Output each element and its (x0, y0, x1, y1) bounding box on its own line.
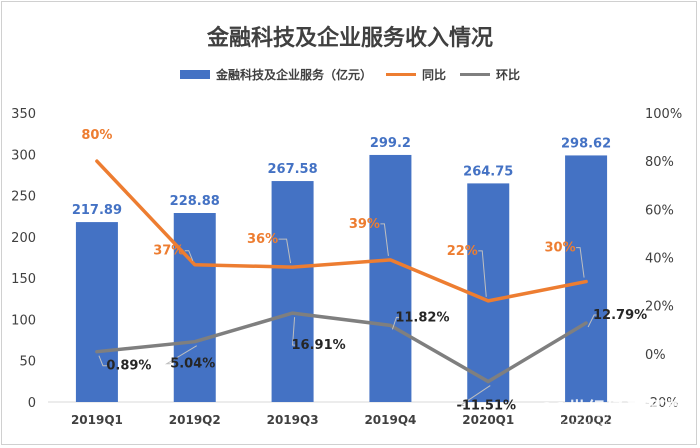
qoq-line (95, 311, 588, 384)
y-left-tick-label: 350 (11, 107, 36, 122)
qoq-leader-line (391, 316, 401, 330)
y-left-tick-label: 250 (11, 190, 36, 205)
bar (75, 222, 118, 402)
x-tick-label: 2019Q3 (267, 413, 319, 427)
bar-value-label: 217.89 (72, 203, 122, 218)
legend-swatch-revenue (179, 70, 210, 79)
y-right-tick-label: 0% (645, 348, 666, 363)
qoq-leader-line (458, 385, 491, 407)
y-right-tick-label: 60% (645, 203, 674, 218)
y-left-tick-label: 200 (11, 231, 36, 246)
legend-swatch-yoy (385, 73, 416, 76)
yoy-leader-line (278, 238, 292, 264)
bar (369, 154, 412, 402)
yoy-value-label: 37% (153, 244, 184, 259)
chart-legend: 金融科技及企业服务（亿元） 同比 环比 (0, 66, 700, 83)
qoq-leader-line (164, 345, 198, 365)
x-tick-label: 2019Q4 (364, 413, 416, 427)
bar-value-label: 299.2 (370, 136, 411, 151)
yoy-value-label: 39% (349, 217, 380, 232)
qoq-leader-line (292, 317, 297, 346)
y-left-tick-label: 50 (19, 355, 36, 370)
y-left-tick-label: 0 (28, 396, 36, 411)
legend-label-revenue: 金融科技及企业服务（亿元） (215, 68, 372, 82)
y-right-tick-label: 80% (645, 155, 674, 170)
bar-value-label: 298.62 (561, 136, 611, 151)
qoq-value-label: 12.79% (593, 308, 647, 323)
qoq-value-label: 11.82% (395, 310, 449, 325)
bar (565, 155, 608, 402)
x-tick-label: 2020Q1 (462, 413, 514, 427)
bar (173, 213, 216, 402)
legend-label-qoq: 环比 (496, 68, 521, 82)
x-tick-label: 2019Q2 (169, 413, 221, 427)
watermark: 21世纪经济报道 21ST CENTURY BUSINESS HERALD (531, 395, 682, 430)
yoy-leader-line (380, 223, 389, 256)
watermark-subtext: 21ST CENTURY BUSINESS HERALD (530, 421, 682, 430)
y-right-tick-label: 40% (645, 252, 674, 267)
y-left-tick-label: 100 (11, 313, 36, 328)
yoy-leader-line (184, 250, 194, 261)
qoq-value-label: 0.89% (106, 359, 151, 374)
bar-value-label: 264.75 (463, 164, 513, 179)
bar-value-label: 228.88 (170, 194, 220, 209)
qoq-leader-line (98, 355, 107, 367)
y-left-tick-label: 300 (11, 148, 36, 163)
legend-label-yoy: 同比 (421, 68, 446, 82)
watermark-text: 21世纪经济报道 (540, 399, 682, 420)
y-right-tick-label: -20% (645, 396, 679, 411)
yoy-value-label: 80% (81, 128, 112, 143)
yoy-value-label: 30% (545, 241, 576, 256)
legend-item-revenue: 金融科技及企业服务（亿元） (179, 66, 372, 83)
legend-swatch-qoq (460, 73, 490, 76)
yoy-value-label: 22% (447, 244, 478, 259)
bar (467, 183, 510, 402)
yoy-leader-line (478, 250, 487, 297)
qoq-leader-line (587, 314, 599, 328)
qoq-value-label: -11.51% (456, 399, 516, 414)
yoy-line (95, 159, 588, 303)
chart-title: 金融科技及企业服务收入情况 (206, 26, 493, 51)
y-right-tick-label: 20% (645, 300, 674, 315)
qoq-value-label: 5.04% (170, 357, 215, 372)
legend-item-yoy: 同比 (385, 66, 446, 83)
bar-value-label: 267.58 (267, 162, 317, 177)
qoq-value-label: 16.91% (292, 338, 346, 353)
y-left-tick-label: 150 (11, 272, 36, 287)
bar (271, 181, 314, 402)
x-tick-label: 2020Q2 (560, 413, 612, 427)
yoy-leader-line (576, 247, 585, 278)
yoy-value-label: 36% (247, 232, 278, 247)
x-tick-label: 2019Q1 (71, 413, 123, 427)
y-right-tick-label: 100% (645, 107, 682, 122)
legend-item-qoq: 环比 (460, 66, 520, 83)
